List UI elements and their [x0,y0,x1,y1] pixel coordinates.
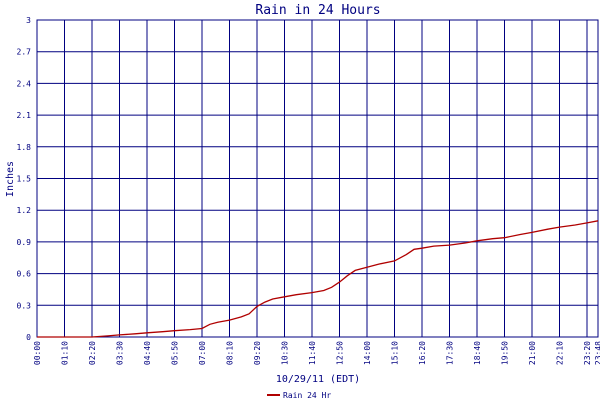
y-tick-label: 0.9 [17,238,32,247]
x-tick-label: 23:48 [594,341,600,365]
grid [36,19,599,338]
x-tick-label: 01:10 [61,341,70,365]
x-tick-label: 16:20 [418,341,427,365]
legend: Rain 24 Hr [267,391,331,400]
y-tick-label: 0 [26,333,31,342]
x-tick-label: 21:00 [528,341,537,365]
x-tick-label: 07:00 [198,341,207,365]
x-tick-label: 04:40 [143,341,152,365]
x-tick-label: 12:50 [336,341,345,365]
x-axis-ticks: 00:00 01:10 02:20 03:30 04:40 05:50 07:00 08:10… [33,341,600,365]
x-tick-label: 14:00 [363,341,372,365]
y-tick-label: 3 [26,16,31,25]
x-tick-label: 11:40 [308,341,317,365]
x-tick-label: 15:10 [391,341,400,365]
series-layer [37,220,599,338]
series-line-rain-24-hr [37,220,599,338]
x-tick-label: 22:10 [556,341,565,365]
x-tick-label: 09:20 [253,341,262,365]
y-tick-label: 2.1 [17,111,32,120]
x-tick-label: 02:20 [88,341,97,365]
x-tick-label: 05:50 [171,341,180,365]
x-tick-label: 17:30 [446,341,455,365]
legend-label: Rain 24 Hr [283,391,331,400]
y-tick-label: 2.7 [17,48,32,57]
chart-title: Rain in 24 Hours [255,3,380,18]
x-tick-label: 23:20 [583,341,592,365]
y-tick-label: 1.5 [17,175,32,184]
y-tick-label: 0.3 [17,301,32,310]
x-tick-label: 03:30 [116,341,125,365]
y-tick-label: 1.2 [17,206,32,215]
y-tick-label: 0.6 [17,270,32,279]
y-tick-label: 1.8 [17,143,32,152]
x-tick-label: 00:00 [33,341,42,365]
plot-frame [36,19,599,338]
y-axis-ticks: 0 0.3 0.6 0.9 1.2 1.5 1.8 2.1 2.4 2.7 3 [17,16,32,342]
x-axis-label: 10/29/11 (EDT) [276,374,360,385]
x-tick-label: 08:10 [226,341,235,365]
x-tick-label: 10:30 [281,341,290,365]
x-tick-label: 19:50 [501,341,510,365]
y-axis-label: Inches [5,161,16,197]
y-tick-label: 2.4 [17,79,32,88]
x-tick-label: 18:40 [473,341,482,365]
